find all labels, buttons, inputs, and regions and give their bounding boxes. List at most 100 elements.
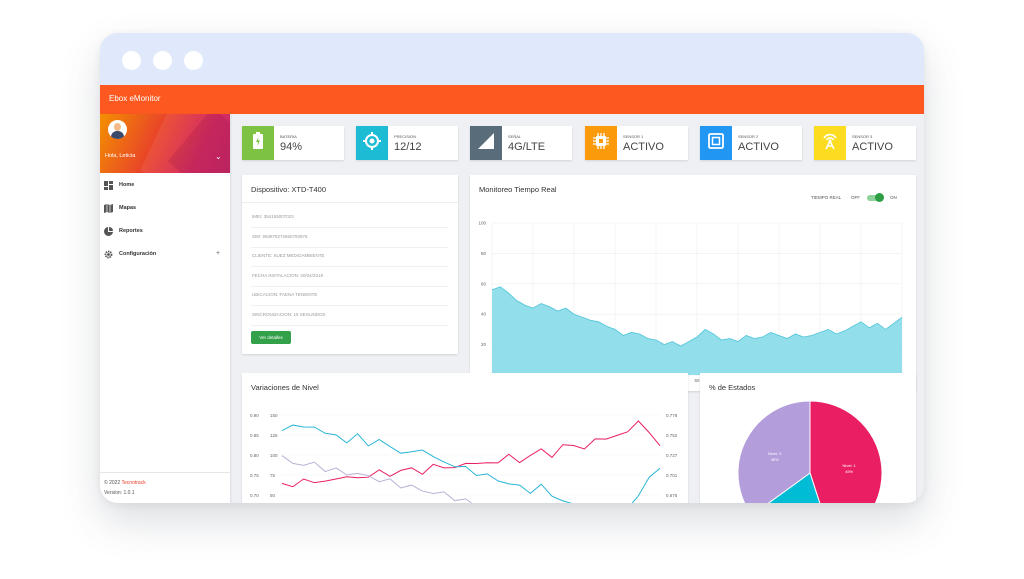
y-tick-label: 40 bbox=[481, 312, 487, 317]
sidebar-item-label: Home bbox=[119, 182, 135, 188]
y-tick-mid: 75 bbox=[270, 473, 276, 478]
states-card: % de Estados Nivel: 1 45% Nivel: 2 Nivel: 3… bbox=[700, 373, 916, 503]
realtime-title: Monitoreo Tiempo Real bbox=[479, 185, 557, 194]
y-tick-label: 60 bbox=[481, 281, 487, 286]
levels-series-line bbox=[281, 455, 473, 503]
tile-label: SENSOR 1 bbox=[623, 134, 644, 139]
levels-series-line bbox=[281, 420, 661, 488]
tile-sensor-2: SENSOR 2 ACTIVO bbox=[700, 126, 802, 160]
levels-card: Variaciones de Nivel 0.90 150 0.778 0.85 125… bbox=[242, 373, 688, 503]
y-tick-mid: 100 bbox=[270, 453, 278, 458]
report-icon bbox=[104, 227, 113, 236]
tile-value: 12/12 bbox=[394, 141, 422, 153]
gear-icon bbox=[104, 250, 113, 259]
sidebar: Hola, Leticia ⌄ Home Mapas Reportes C bbox=[100, 114, 230, 503]
app-window: Ebox eMonitor Hola, Leticia ⌄ Home Mapas bbox=[100, 33, 924, 503]
realtime-toggle-knob[interactable] bbox=[875, 193, 884, 202]
details-button[interactable]: Ver detalles bbox=[251, 331, 291, 344]
realtime-chart: 0102030405060708090100020406080100 bbox=[478, 221, 906, 384]
tile-value: 4G/LTE bbox=[508, 141, 546, 153]
device-info-row: SIM: 993878272660783976 bbox=[251, 229, 448, 248]
pie-slice-pct: 45% bbox=[845, 469, 853, 474]
pie-slice bbox=[767, 472, 821, 503]
y-tick-mid: 125 bbox=[270, 433, 278, 438]
window-dot-2[interactable] bbox=[153, 51, 172, 70]
y-tick-left: 0.90 bbox=[250, 413, 259, 418]
realtime-toggle-label: TIEMPO REAL bbox=[811, 195, 842, 200]
sidebar-item-label: Configuración bbox=[119, 251, 157, 257]
device-info-row: UBICACION: FAENA TENIENTE bbox=[251, 287, 448, 306]
pie-slice bbox=[809, 401, 883, 503]
pie-slice-pct: 35% bbox=[771, 457, 779, 462]
chip-icon bbox=[593, 132, 609, 154]
tile-value: 94% bbox=[280, 141, 303, 153]
company-link[interactable]: Tecnotrack bbox=[121, 480, 146, 486]
device-fecha: FECHA INSTALACION: 20/04/2019 bbox=[252, 273, 323, 278]
y-tick-left: 0.85 bbox=[250, 433, 259, 438]
states-title: % de Estados bbox=[709, 383, 756, 392]
y-tick-mid: 150 bbox=[270, 413, 278, 418]
y-tick-right: 0.675 bbox=[666, 493, 678, 498]
tile-value: ACTIVO bbox=[852, 141, 893, 153]
tile-precision-icon-box bbox=[356, 126, 388, 160]
avatar[interactable] bbox=[108, 120, 127, 139]
device-title: Dispositivo: XTD-T400 bbox=[251, 185, 327, 194]
x-tick-label: 50 bbox=[694, 378, 700, 383]
tile-label: SENSOR 2 bbox=[738, 134, 759, 139]
device-ubicacion: UBICACION: FAENA TENIENTE bbox=[252, 292, 318, 297]
device-imei: IMEI: 354165007023 bbox=[252, 214, 294, 219]
y-tick-right: 0.701 bbox=[666, 473, 678, 478]
y-tick-label: 100 bbox=[478, 221, 486, 226]
gps-crosshair-icon bbox=[363, 131, 381, 155]
sidebar-item-label: Reportes bbox=[119, 228, 143, 234]
device-info-row: IMEI: 354165007023 bbox=[251, 209, 448, 228]
tile-sensor2-icon-box bbox=[700, 126, 732, 160]
tile-value: ACTIVO bbox=[738, 141, 779, 153]
device-info-row: CLIENTE: SUEZ MEDIOAMBIENTE bbox=[251, 248, 448, 267]
tile-sensor1-icon-box bbox=[585, 126, 617, 160]
window-dot-1[interactable] bbox=[122, 51, 141, 70]
sidebar-item-label: Mapas bbox=[119, 205, 137, 211]
levels-series-line bbox=[281, 424, 661, 503]
tile-value: ACTIVO bbox=[623, 141, 664, 153]
y-tick-right: 0.778 bbox=[666, 413, 678, 418]
sidebar-item-home[interactable]: Home bbox=[100, 176, 230, 198]
y-tick-label: 80 bbox=[481, 251, 487, 256]
sidebar-item-reportes[interactable]: Reportes bbox=[100, 222, 230, 244]
window-titlebar bbox=[100, 33, 924, 85]
y-tick-label: 20 bbox=[481, 342, 487, 347]
y-tick-right: 0.752 bbox=[666, 433, 678, 438]
pie-slice bbox=[737, 401, 811, 503]
device-info-row: SINCRONIZACION: 15 SEGUNDOS bbox=[251, 307, 448, 326]
pie-slice-label: Nivel: 1 bbox=[842, 463, 856, 468]
battery-icon bbox=[253, 132, 263, 154]
dashboard-icon bbox=[104, 181, 113, 190]
window-dot-3[interactable] bbox=[184, 51, 203, 70]
map-icon bbox=[104, 204, 113, 213]
sidebar-footer: © 2022 Tecnotrack Version: 1.0.1 bbox=[100, 472, 230, 503]
realtime-area bbox=[492, 286, 902, 375]
realtime-card: Monitoreo Tiempo Real TIEMPO REAL OFF ON… bbox=[470, 175, 916, 391]
tile-bateria: BATERIA 94% bbox=[242, 126, 344, 160]
pie-slice-label: Nivel: 3 bbox=[768, 451, 782, 456]
sidebar-item-mapas[interactable]: Mapas bbox=[100, 199, 230, 221]
levels-title: Variaciones de Nivel bbox=[251, 383, 319, 392]
device-cliente: CLIENTE: SUEZ MEDIOAMBIENTE bbox=[252, 253, 325, 258]
device-sincronizacion: SINCRONIZACION: 15 SEGUNDOS bbox=[252, 312, 326, 317]
user-profile[interactable]: Hola, Leticia ⌄ bbox=[100, 114, 230, 173]
device-card: Dispositivo: XTD-T400 IMEI: 354165007023… bbox=[242, 175, 458, 354]
user-greeting: Hola, Leticia bbox=[105, 153, 136, 159]
expand-plus-icon[interactable]: + bbox=[216, 250, 221, 257]
tile-sensor3-icon-box bbox=[814, 126, 846, 160]
levels-chart: 0.90 150 0.778 0.85 125 0.752 0.80 100 0.727 0.75… bbox=[250, 413, 678, 503]
app-brand[interactable]: Ebox eMonitor bbox=[109, 94, 161, 103]
device-icon bbox=[708, 132, 724, 154]
tile-label: BATERIA bbox=[280, 134, 297, 139]
device-sim: SIM: 993878272660783976 bbox=[252, 234, 308, 239]
tile-senal: SEÑAL 4G/LTE bbox=[470, 126, 572, 160]
chevron-down-icon[interactable]: ⌄ bbox=[215, 152, 222, 161]
y-tick-mid: 50 bbox=[270, 493, 276, 498]
y-tick-left: 0.75 bbox=[250, 473, 259, 478]
sidebar-item-configuracion[interactable]: Configuración + bbox=[100, 245, 230, 267]
